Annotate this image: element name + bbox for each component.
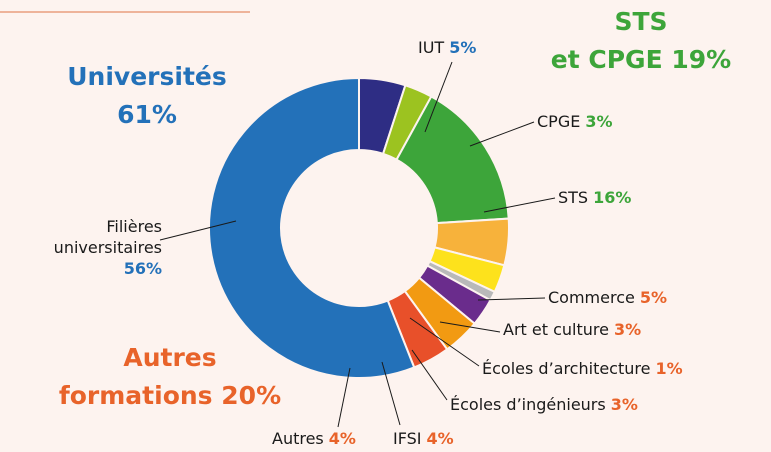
- group-label: Autres formations 20%: [45, 339, 295, 415]
- segment-value: 56%: [123, 259, 162, 278]
- leader-line: [439, 321, 501, 333]
- segment-value: 3%: [611, 395, 638, 414]
- segment-label: Filières universitaires 56%: [20, 216, 162, 279]
- segment-value: 4%: [329, 429, 356, 448]
- group-name: Autres formations: [58, 343, 217, 410]
- segment-label: CPGE 3%: [537, 112, 613, 131]
- segment-value: 5%: [640, 288, 667, 307]
- segment-value: 5%: [449, 38, 476, 57]
- segment-name: Écoles d’ingénieurs: [450, 395, 606, 414]
- segment-name: Art et culture: [503, 320, 609, 339]
- leader-line: [409, 317, 480, 367]
- group-name: STS et CPGE: [550, 7, 668, 74]
- leader-line: [411, 349, 448, 401]
- segment-label: Art et culture 3%: [503, 320, 641, 339]
- donut-segment: [208, 76, 416, 379]
- group-value: 19%: [671, 45, 732, 74]
- segment-value: 3%: [585, 112, 612, 131]
- leader-line: [424, 61, 453, 133]
- segment-label: Autres 4%: [272, 429, 356, 448]
- segment-label: Écoles d’ingénieurs 3%: [450, 395, 638, 414]
- leader-line: [469, 121, 535, 147]
- leader-line: [381, 361, 401, 426]
- segment-name: CPGE: [537, 112, 580, 131]
- segment-value: 3%: [614, 320, 641, 339]
- segment-value: 16%: [593, 188, 631, 207]
- segment-label: Commerce 5%: [548, 288, 667, 307]
- group-value: 61%: [117, 100, 177, 129]
- segment-label: STS 16%: [558, 188, 631, 207]
- segment-label: IUT 5%: [418, 38, 476, 57]
- leader-line: [477, 297, 546, 301]
- segment-name: STS: [558, 188, 588, 207]
- segment-name: Autres: [272, 429, 324, 448]
- segment-label: IFSI 4%: [393, 429, 454, 448]
- leader-line: [159, 220, 237, 241]
- segment-value: 4%: [427, 429, 454, 448]
- segment-name: Filières universitaires: [53, 217, 162, 257]
- group-label: Universités 61%: [47, 58, 247, 134]
- segment-name: IUT: [418, 38, 444, 57]
- segment-value: 1%: [655, 359, 682, 378]
- leader-line: [483, 197, 556, 213]
- segment-name: Écoles d’architecture: [482, 359, 650, 378]
- segment-name: Commerce: [548, 288, 635, 307]
- group-name: Universités: [67, 62, 227, 91]
- segment-name: IFSI: [393, 429, 422, 448]
- segment-label: Écoles d’architecture 1%: [482, 359, 683, 378]
- group-value: 20%: [221, 381, 282, 410]
- group-label: STS et CPGE 19%: [531, 3, 751, 79]
- leader-line: [337, 367, 351, 428]
